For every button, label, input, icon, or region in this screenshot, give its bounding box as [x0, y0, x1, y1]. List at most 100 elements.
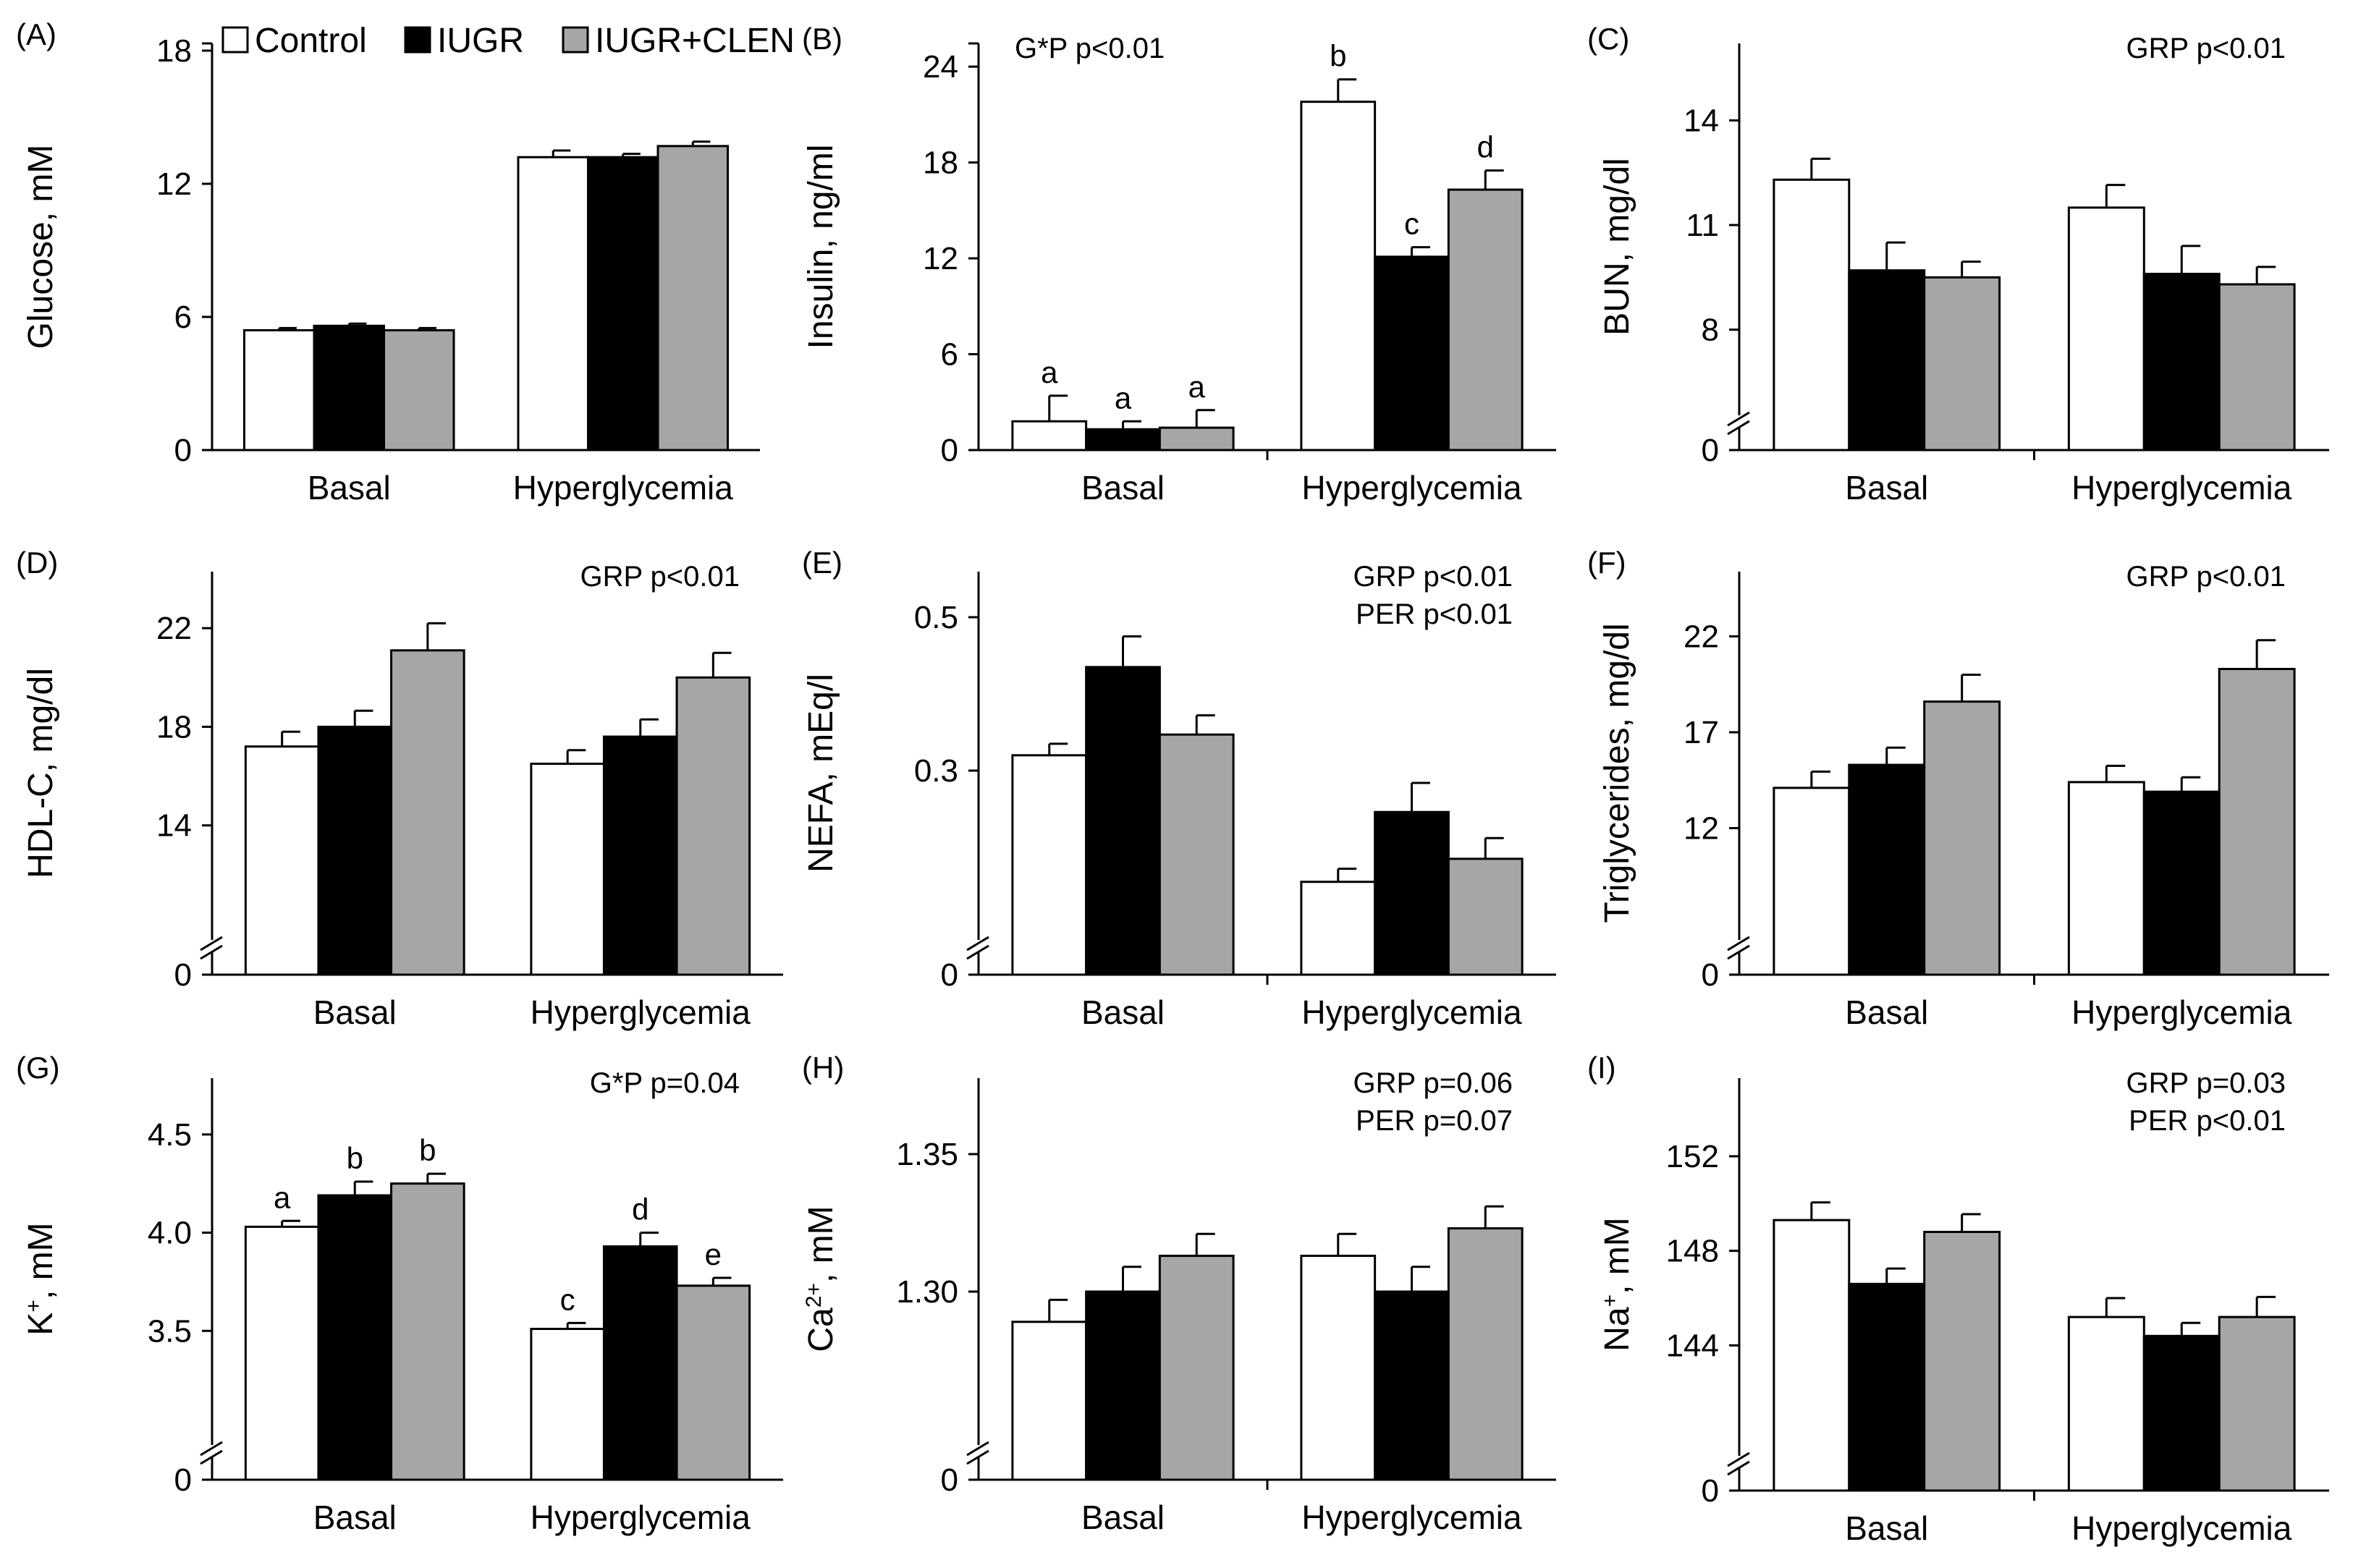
legend: Control IUGR IUGR+CLEN: [221, 22, 795, 60]
axis-break-mark: [966, 944, 989, 960]
y-tick-label: 0.5: [914, 600, 958, 635]
stat-annotation: GRP p<0.01: [2126, 33, 2286, 64]
x-category-label: Basal: [1845, 1509, 1928, 1547]
x-category-label: Basal: [1081, 469, 1165, 507]
y-axis-label: Na+, mM: [1598, 1217, 1637, 1352]
y-tick-label-zero: 0: [941, 957, 958, 993]
chart-panel-7: (G) 3.5 4.0 4.5 0 K+, mM a b b Basal c d e Hyperglyce…: [16, 1051, 783, 1536]
panel-letter: (E): [802, 546, 842, 580]
bar-control-hyperglycemia: [2067, 781, 2145, 976]
x-category-label: Hyperglycemia: [1301, 993, 1522, 1031]
x-category-label: Hyperglycemia: [2071, 1509, 2292, 1547]
x-category-label: Hyperglycemia: [513, 469, 734, 507]
y-tick-label: 144: [1666, 1328, 1719, 1363]
bar-iugr-clen-hyperglycemia: [2218, 283, 2296, 452]
x-category-label: Hyperglycemia: [1301, 469, 1522, 507]
bar-control-basal: [1011, 1321, 1088, 1481]
y-tick-label: 11: [1686, 208, 1719, 243]
stat-annotation: GRP p<0.01: [1353, 561, 1513, 593]
legend-swatch: [404, 26, 431, 54]
bar-control-hyperglycemia: [517, 156, 589, 452]
x-category-label: Hyperglycemia: [531, 993, 751, 1031]
y-tick-label-zero: 0: [1702, 1473, 1719, 1509]
significance-letter: a: [1188, 370, 1206, 404]
bar-iugr-clen-basal: [383, 329, 455, 452]
bar-control-basal: [1011, 754, 1088, 976]
y-axis-label: HDL-C, mg/dl: [22, 668, 60, 878]
bar-control-basal: [244, 745, 320, 976]
y-tick-label: 22: [156, 611, 192, 646]
stat-annotation: GRP p=0.06: [1353, 1067, 1513, 1099]
axis-break-mark: [966, 1441, 989, 1457]
bar-control-hyperglycemia: [1300, 101, 1377, 452]
x-category-label: Hyperglycemia: [531, 1499, 751, 1536]
chart-panel-1: (A) 0 6 12 18 Glucose, mM Basal Hyperglycemia: [16, 17, 760, 507]
panel-letter: (I): [1587, 1051, 1616, 1085]
bar-iugr-hyperglycemia: [2142, 790, 2221, 976]
bar-control-hyperglycemia: [1300, 881, 1377, 976]
y-axis-label-main: Glucose, mM: [22, 145, 60, 349]
significance-letter: b: [419, 1133, 436, 1167]
bar-iugr-clen-hyperglycemia: [656, 145, 730, 452]
bar-iugr-clen-basal: [1158, 426, 1235, 452]
bar-control-hyperglycemia: [2067, 206, 2145, 452]
panel-letter: (D): [16, 546, 58, 580]
bar-iugr-clen-basal: [1158, 733, 1235, 976]
bar-iugr-clen-hyperglycemia: [675, 676, 751, 976]
y-axis-label-suffix: , mM: [802, 1205, 840, 1283]
chart-panel-3: (C) 8 11 14 0 BUN, mg/dl Basal Hyperglycemia GRP…: [1587, 22, 2329, 507]
bar-iugr-hyperglycemia: [1374, 1290, 1450, 1481]
significance-letter: a: [274, 1180, 291, 1214]
panel-letter: (G): [16, 1051, 60, 1085]
chart-panel-4: (D) 14 18 22 0 HDL-C, mg/dl Basal Hyperglycemia…: [16, 546, 783, 1031]
y-tick-label: 0: [941, 433, 958, 468]
y-tick-label-zero: 0: [174, 957, 192, 993]
stat-annotation: GRP p=0.03: [2126, 1067, 2286, 1099]
bar-control-basal: [1773, 178, 1851, 452]
bar-iugr-basal: [1085, 428, 1161, 452]
bar-iugr-basal: [313, 324, 386, 452]
y-axis-label-main: Ca: [802, 1308, 840, 1352]
stat-annotation: PER p<0.01: [1356, 598, 1513, 630]
y-tick-label: 22: [1684, 619, 1719, 655]
y-tick-label-zero: 0: [941, 1462, 958, 1498]
bar-iugr-hyperglycemia: [1374, 255, 1450, 452]
legend-label: IUGR+CLEN: [595, 22, 795, 60]
y-tick-label: 152: [1666, 1139, 1719, 1174]
y-tick-label-zero: 0: [1702, 433, 1719, 468]
bar-iugr-hyperglycemia: [602, 1245, 678, 1481]
y-axis-label: Ca2+, mM: [802, 1205, 841, 1352]
x-category-label: Basal: [313, 993, 397, 1031]
chart-panel-2: (B) 0 6 12 18 24 Insulin, ng/ml a a a Basal b c d Hype…: [802, 22, 1556, 507]
bar-iugr-clen-hyperglycemia: [2218, 668, 2296, 976]
panel-letter: (A): [16, 17, 56, 51]
stat-annotation: GRP p<0.01: [2126, 561, 2286, 593]
significance-letter: e: [705, 1237, 722, 1271]
y-tick-label: 148: [1666, 1234, 1719, 1269]
significance-letter: a: [1041, 355, 1058, 389]
y-axis-label-main: BUN, mg/dl: [1598, 158, 1636, 335]
bar-iugr-hyperglycemia: [602, 735, 678, 976]
y-tick-label: 6: [174, 300, 192, 335]
x-category-label: Hyperglycemia: [2071, 993, 2292, 1031]
stat-annotation: PER p<0.01: [2129, 1105, 2286, 1137]
significance-letter: d: [632, 1192, 649, 1226]
x-category-label: Basal: [1845, 469, 1928, 507]
bar-iugr-basal: [1085, 1290, 1161, 1481]
y-axis-label-main: Insulin, ng/ml: [802, 145, 840, 349]
bar-iugr-basal: [317, 1194, 393, 1481]
y-tick-label: 4.5: [148, 1117, 192, 1153]
y-axis-label-main: Na: [1598, 1307, 1636, 1352]
y-axis-label-main: HDL-C, mg/dl: [22, 668, 60, 878]
legend-swatch: [562, 26, 589, 54]
significance-letter: b: [347, 1141, 363, 1175]
bar-iugr-hyperglycemia: [1374, 810, 1450, 976]
bar-control-hyperglycemia: [530, 1328, 605, 1481]
bar-iugr-hyperglycemia: [2142, 272, 2221, 452]
y-tick-label: 1.30: [896, 1274, 958, 1310]
axis-break-mark: [1727, 420, 1750, 436]
legend-label: IUGR: [437, 22, 524, 60]
bar-iugr-clen-hyperglycemia: [1447, 1227, 1524, 1481]
y-tick-label: 12: [156, 166, 192, 202]
axis-break-mark: [1727, 936, 1750, 952]
